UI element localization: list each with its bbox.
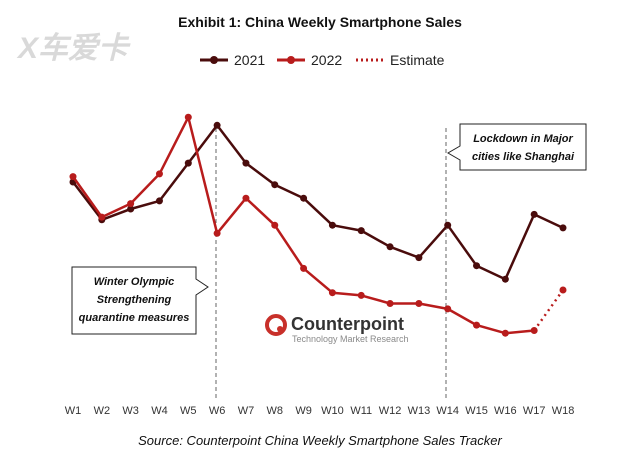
point-2022-w7 [242, 194, 250, 202]
x-tick-w13: W13 [408, 405, 431, 417]
series-estimate [533, 286, 567, 332]
annotation-w6-line-2: Strengthening [97, 294, 172, 306]
point-2022-w1 [69, 173, 77, 181]
point-2021-w13 [415, 254, 423, 262]
series-2022 [69, 113, 538, 337]
point-estimate-w18 [559, 286, 567, 294]
point-2021-w4 [155, 197, 163, 205]
x-tick-w17: W17 [523, 405, 546, 417]
point-2021-w12 [386, 243, 394, 251]
x-tick-w15: W15 [465, 405, 488, 417]
point-2021-w7 [242, 159, 250, 167]
annotation-w14-line-1: Lockdown in Major [473, 133, 573, 145]
series-2021 [69, 121, 567, 283]
point-2021-w5 [184, 159, 192, 167]
x-tick-w12: W12 [379, 405, 402, 417]
x-tick-w18: W18 [552, 405, 575, 417]
point-2022-w3 [127, 200, 135, 208]
point-2022-w11 [357, 291, 365, 299]
logo-tagline: Technology Market Research [292, 334, 409, 344]
series-line-estimate [533, 289, 565, 332]
annotation-w6-line-1: Winter Olympic [94, 276, 175, 288]
annotation-lockdown: Lockdown in Major cities like Shanghai [447, 123, 587, 171]
x-tick-w4: W4 [151, 405, 168, 417]
point-2022-w2 [98, 213, 106, 221]
counterpoint-logo-icon [265, 314, 287, 336]
point-2021-w14 [444, 221, 452, 229]
legend-entry-2022: 2022 [277, 52, 342, 68]
series-line-2021 [72, 124, 564, 281]
x-tick-w11: W11 [350, 405, 372, 417]
annotation-w14-line-2: cities like Shanghai [472, 151, 575, 163]
point-2022-w14 [444, 305, 452, 313]
annotation-winter-olympic: Winter Olympic Strengthening quarantine … [71, 266, 209, 335]
x-tick-w6: W6 [209, 405, 226, 417]
x-tick-w3: W3 [122, 405, 139, 417]
point-2021-w9 [300, 194, 308, 202]
source-note: Source: Counterpoint China Weekly Smartp… [138, 433, 502, 448]
point-2022-w4 [155, 170, 163, 178]
x-tick-w16: W16 [494, 405, 517, 417]
point-2021-w11 [357, 227, 365, 235]
legend-entry-2021: 2021 [200, 52, 265, 68]
logo-name: Counterpoint [291, 314, 404, 334]
point-2021-w18 [559, 224, 567, 232]
watermark-text: X车爱卡 [16, 32, 131, 65]
point-2022-w10 [328, 289, 336, 297]
legend-entry-estimate: Estimate [356, 52, 445, 68]
annotation-w6-line-3: quarantine measures [79, 312, 190, 324]
point-2021-w16 [501, 275, 509, 283]
point-2021-w15 [473, 262, 481, 270]
point-2021-w3 [127, 205, 135, 213]
x-tick-w14: W14 [436, 405, 459, 417]
point-2021-w6 [213, 121, 221, 129]
point-2022-w6 [213, 229, 221, 237]
point-2022-w9 [300, 264, 308, 272]
point-2021-w10 [328, 221, 336, 229]
counterpoint-logo: Counterpoint Technology Market Research [265, 314, 409, 344]
point-2022-w16 [501, 329, 509, 337]
x-tick-w10: W10 [321, 405, 344, 417]
legend-label-estimate: Estimate [390, 52, 445, 68]
x-tick-w2: W2 [94, 405, 111, 417]
x-tick-w7: W7 [238, 405, 255, 417]
point-2022-w12 [386, 300, 394, 307]
point-2021-w17 [530, 210, 538, 218]
series-layer [69, 113, 567, 337]
legend: 2021 2022 Estimate [200, 52, 445, 68]
legend-label-2021: 2021 [234, 52, 265, 68]
legend-label-2022: 2022 [311, 52, 342, 68]
x-tick-w8: W8 [267, 405, 284, 417]
point-2022-w5 [184, 113, 192, 121]
x-tick-w1: W1 [65, 405, 82, 417]
x-axis-ticks: W1 W2 W3 W4 W5 W6 W7 W8 W9 W10 W11 W12 W13 W14 W15 W16 W… [65, 405, 575, 417]
x-tick-w9: W9 [295, 405, 312, 417]
point-2022-w15 [473, 321, 481, 329]
point-2021-w8 [271, 181, 279, 189]
point-2022-w13 [415, 300, 423, 307]
point-2022-w8 [271, 221, 279, 229]
x-tick-w5: W5 [180, 405, 197, 417]
chart-title: Exhibit 1: China Weekly Smartphone Sales [178, 14, 462, 30]
